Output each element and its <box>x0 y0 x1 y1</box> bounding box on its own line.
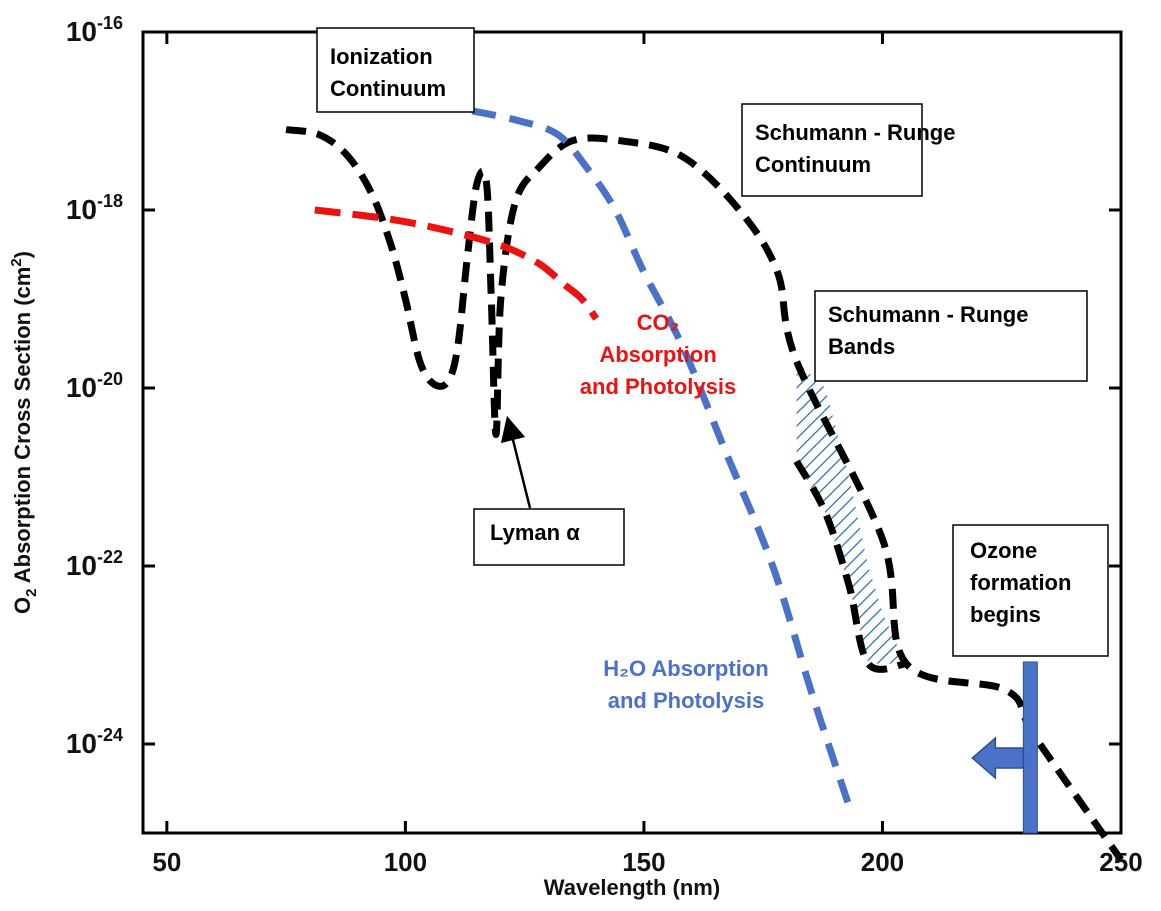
annotation-sr_bands: Bands <box>828 334 895 359</box>
annotation-co2_label: and Photolysis <box>580 374 736 399</box>
annotation-ozone: formation <box>970 570 1071 595</box>
y-tick-label: 10-24 <box>66 725 123 759</box>
annotation-box-ozone <box>952 524 1109 657</box>
annotation-sr_bands: Schumann - Runge <box>828 302 1028 327</box>
y-tick-label: 10-16 <box>66 13 123 47</box>
x-tick-label: 150 <box>622 847 665 877</box>
y-tick-label: 10-20 <box>66 369 123 403</box>
annotation-h2o_label: H₂O Absorption <box>603 656 768 681</box>
x-tick-label: 50 <box>152 847 181 877</box>
series-co2 <box>314 206 600 321</box>
ozone-left-arrow <box>971 736 1025 780</box>
plot-frame <box>141 30 1123 835</box>
annotation-ionization: Ionization <box>330 44 433 69</box>
annotation-ozone: begins <box>970 602 1041 627</box>
x-tick-label: 200 <box>861 847 904 877</box>
annotation-lyman: Lyman α <box>490 520 580 545</box>
annotation-sr_continuum: Schumann - Runge <box>755 120 955 145</box>
series-o2_lower_band <box>793 459 907 673</box>
lyman-arrow <box>500 415 532 509</box>
x-axis-label: Wavelength (nm) <box>544 875 720 900</box>
annotation-box-sr_bands <box>814 290 1088 382</box>
x-tick-label: 100 <box>384 847 427 877</box>
y-tick-label: 10-22 <box>66 547 123 581</box>
ozone-marker-bar <box>1022 661 1038 834</box>
annotation-ozone: Ozone <box>970 538 1037 563</box>
series-h2o <box>471 107 853 808</box>
series-o2 <box>285 126 1124 862</box>
annotation-box-sr_continuum <box>741 103 923 197</box>
annotation-co2_label: CO₂ <box>637 310 680 335</box>
annotation-co2_label: Absorption <box>599 342 716 367</box>
annotation-box-lyman <box>473 508 625 566</box>
annotation-box-ionization <box>316 27 475 113</box>
annotation-h2o_label: and Photolysis <box>608 688 764 713</box>
x-tick-label: 250 <box>1099 847 1142 877</box>
annotation-sr_continuum: Continuum <box>755 152 871 177</box>
annotation-ionization: Continuum <box>330 76 446 101</box>
y-tick-label: 10-18 <box>66 191 123 225</box>
schumann-runge-bands-hatch <box>796 361 902 664</box>
y-axis-label: O2 Absorption Cross Section (cm2) <box>8 251 40 614</box>
